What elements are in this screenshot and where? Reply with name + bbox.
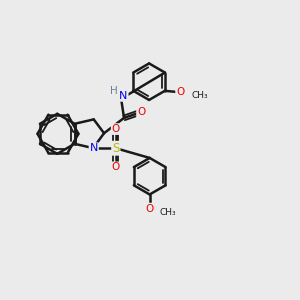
Text: O: O — [146, 204, 154, 214]
Text: N: N — [89, 143, 98, 153]
Text: O: O — [176, 87, 184, 97]
Text: O: O — [112, 162, 120, 172]
Text: H: H — [110, 85, 118, 95]
Text: CH₃: CH₃ — [192, 91, 208, 100]
Text: CH₃: CH₃ — [159, 208, 176, 217]
Text: S: S — [112, 142, 119, 155]
Text: O: O — [112, 124, 120, 134]
Text: N: N — [119, 91, 128, 101]
Text: O: O — [137, 107, 145, 117]
